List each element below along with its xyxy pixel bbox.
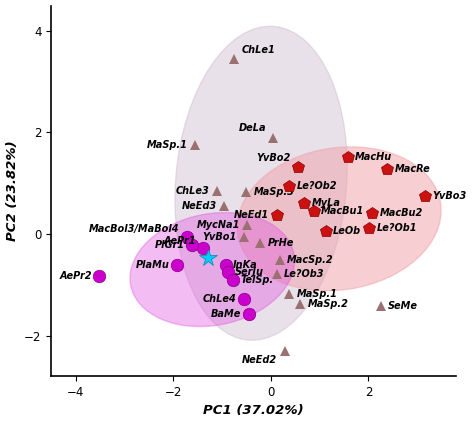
Ellipse shape: [237, 147, 441, 291]
Text: TelSp.: TelSp.: [240, 275, 273, 285]
Text: Le?Ob3: Le?Ob3: [284, 269, 325, 279]
Text: MyLa: MyLa: [311, 198, 340, 208]
Text: MaSp.2: MaSp.2: [308, 299, 348, 309]
Text: YvBo3: YvBo3: [432, 191, 466, 201]
Text: MaSp.3: MaSp.3: [254, 187, 295, 198]
Text: MaSp.1: MaSp.1: [147, 140, 188, 150]
Text: DeLa: DeLa: [238, 124, 266, 133]
Text: NeEd3: NeEd3: [182, 201, 217, 211]
Text: MacHu: MacHu: [356, 152, 392, 162]
Text: SeMe: SeMe: [388, 301, 418, 311]
Text: MaSp.1: MaSp.1: [297, 289, 337, 299]
Text: MacBu1: MacBu1: [321, 206, 365, 216]
Text: NeEd1: NeEd1: [234, 210, 269, 220]
Text: MacRe: MacRe: [394, 164, 430, 174]
Text: InKa: InKa: [233, 261, 258, 270]
Text: YvBo2: YvBo2: [256, 153, 291, 163]
Text: ChLe3: ChLe3: [176, 186, 210, 196]
Text: MacBol3/MaBol4: MacBol3/MaBol4: [89, 224, 180, 234]
Text: BaMe: BaMe: [211, 309, 242, 319]
Y-axis label: PC2 (23.82%): PC2 (23.82%): [6, 140, 18, 241]
Text: PlaMu: PlaMu: [136, 261, 170, 270]
Text: ChLe4: ChLe4: [203, 294, 237, 304]
Text: YvBo1: YvBo1: [202, 231, 237, 242]
X-axis label: PC1 (37.02%): PC1 (37.02%): [203, 404, 304, 418]
Text: MacSp.2: MacSp.2: [287, 255, 334, 265]
Text: AePr2: AePr2: [59, 271, 92, 280]
Text: MycNa1: MycNa1: [197, 220, 240, 230]
Text: Le?Ob1: Le?Ob1: [377, 223, 417, 233]
Ellipse shape: [175, 26, 347, 340]
Text: NeEd2: NeEd2: [242, 355, 277, 365]
Ellipse shape: [130, 212, 294, 327]
Text: ChLe1: ChLe1: [242, 45, 275, 55]
Text: PrHe: PrHe: [267, 238, 294, 248]
Text: SerJu: SerJu: [235, 267, 264, 277]
Text: LeOb: LeOb: [333, 226, 361, 236]
Text: PlGr1: PlGr1: [155, 240, 184, 250]
Text: AePr1: AePr1: [164, 236, 196, 246]
Text: Le?Ob2: Le?Ob2: [297, 181, 337, 191]
Text: MacBu2: MacBu2: [380, 208, 423, 218]
